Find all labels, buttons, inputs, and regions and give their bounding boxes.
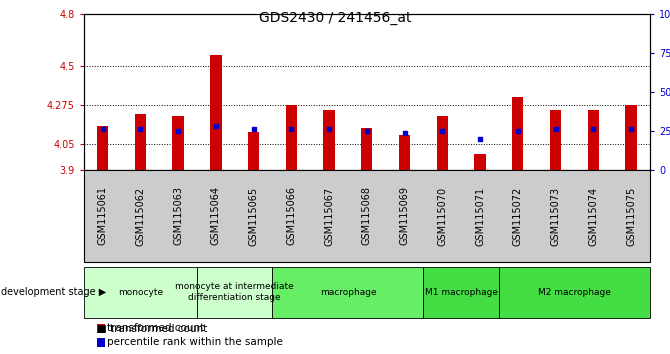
Bar [625,105,636,170]
Point [324,127,334,132]
FancyBboxPatch shape [499,267,650,318]
Point [210,124,221,129]
Point [399,130,410,135]
Text: GSM115071: GSM115071 [475,186,485,246]
FancyBboxPatch shape [197,267,273,318]
Point [248,127,259,132]
FancyBboxPatch shape [423,267,499,318]
Text: GDS2430 / 241456_at: GDS2430 / 241456_at [259,11,411,25]
Bar [437,116,448,170]
Bar [210,55,222,170]
Text: GSM115062: GSM115062 [135,186,145,246]
Text: GSM115065: GSM115065 [249,186,259,246]
Text: macrophage: macrophage [320,287,377,297]
Text: GSM115069: GSM115069 [399,187,409,245]
FancyBboxPatch shape [84,267,197,318]
Bar [550,110,561,170]
Bar [324,110,335,170]
Text: GSM115064: GSM115064 [211,187,221,245]
Text: GSM115066: GSM115066 [286,187,296,245]
Text: GSM115061: GSM115061 [98,187,108,245]
Text: GSM115068: GSM115068 [362,187,372,245]
Bar [399,135,410,170]
Text: GSM115075: GSM115075 [626,186,636,246]
Text: GSM115067: GSM115067 [324,186,334,246]
Text: M2 macrophage: M2 macrophage [538,287,611,297]
Text: percentile rank within the sample: percentile rank within the sample [107,337,283,347]
Text: GSM115070: GSM115070 [438,186,448,246]
Point [474,136,485,142]
Bar [135,114,146,170]
Point [437,128,448,134]
Point [286,127,297,132]
Text: development stage ▶: development stage ▶ [1,287,107,297]
Point [626,127,636,132]
Bar [172,116,184,170]
Text: monocyte at intermediate
differentiation stage: monocyte at intermediate differentiation… [176,282,294,302]
Bar [512,97,523,170]
Bar [361,127,373,170]
Point [550,127,561,132]
Bar [97,126,109,170]
Point [362,128,373,134]
Point [588,127,599,132]
Text: M1 macrophage: M1 macrophage [425,287,498,297]
Point [173,128,184,134]
Text: transformed count: transformed count [107,323,204,333]
Bar [285,105,297,170]
Point [135,127,146,132]
Text: monocyte: monocyte [118,287,163,297]
Bar [588,110,599,170]
Text: ■ transformed count: ■ transformed count [97,324,208,334]
Point [513,128,523,134]
Text: GSM115074: GSM115074 [588,186,598,246]
Bar [474,154,486,170]
Point [97,127,108,132]
Bar [248,132,259,170]
Text: GSM115072: GSM115072 [513,186,523,246]
FancyBboxPatch shape [273,267,423,318]
Text: GSM115063: GSM115063 [173,187,183,245]
Text: GSM115073: GSM115073 [551,186,561,246]
